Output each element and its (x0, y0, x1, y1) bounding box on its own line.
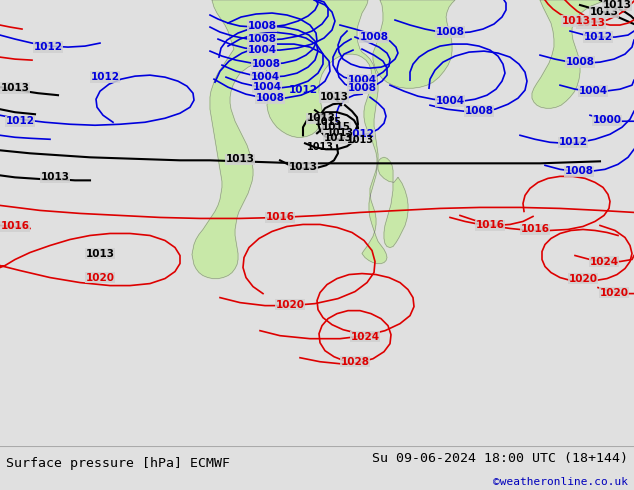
Text: 1008: 1008 (436, 27, 465, 37)
Text: 1004: 1004 (247, 45, 276, 55)
Text: 1008: 1008 (256, 93, 285, 103)
Text: 1013: 1013 (347, 135, 373, 145)
Text: 1012: 1012 (583, 32, 612, 42)
Text: 1012: 1012 (91, 72, 119, 82)
Text: 1008: 1008 (252, 59, 280, 69)
Text: 1008: 1008 (359, 32, 389, 42)
Polygon shape (192, 0, 387, 278)
Text: 1015: 1015 (321, 122, 351, 132)
Text: 1013: 1013 (86, 248, 115, 259)
Text: 1012: 1012 (288, 85, 318, 95)
Text: 1016: 1016 (1, 221, 30, 231)
Text: 1016: 1016 (476, 220, 505, 230)
Text: 1008: 1008 (347, 83, 377, 93)
Text: 1016: 1016 (266, 213, 295, 222)
Text: 1012: 1012 (6, 116, 34, 126)
Polygon shape (532, 0, 611, 108)
Text: 1020: 1020 (569, 273, 597, 284)
Polygon shape (378, 157, 408, 247)
Text: 1024: 1024 (351, 332, 380, 342)
Text: 1013: 1013 (306, 113, 335, 123)
Text: 1013: 1013 (323, 133, 353, 143)
Text: 1015: 1015 (314, 117, 342, 127)
Text: 1028: 1028 (340, 357, 370, 367)
Text: 1020: 1020 (600, 288, 628, 297)
Text: 1013: 1013 (327, 128, 354, 138)
Text: Surface pressure [hPa] ECMWF: Surface pressure [hPa] ECMWF (6, 457, 230, 470)
Text: 1013: 1013 (226, 154, 254, 164)
Polygon shape (373, 0, 455, 88)
Text: 1020: 1020 (86, 272, 115, 283)
Text: 1012: 1012 (346, 129, 375, 139)
Text: 1013: 1013 (576, 18, 605, 28)
Text: 1004: 1004 (436, 96, 465, 106)
Text: 1013: 1013 (320, 92, 349, 102)
Text: 1013: 1013 (590, 7, 619, 17)
Text: 1013: 1013 (562, 16, 590, 26)
Text: 1004: 1004 (252, 82, 281, 92)
Text: 1012: 1012 (34, 42, 63, 52)
Text: 1008: 1008 (247, 34, 276, 44)
Text: 1013: 1013 (1, 83, 30, 93)
Text: 1013: 1013 (306, 142, 333, 152)
Text: 1004: 1004 (347, 75, 377, 85)
Text: 1013: 1013 (41, 172, 70, 182)
Text: 1000: 1000 (593, 115, 621, 125)
Text: 1013: 1013 (602, 0, 631, 10)
Text: 1024: 1024 (590, 257, 619, 267)
Text: 1008: 1008 (564, 166, 593, 176)
Text: 1016: 1016 (521, 224, 550, 234)
Text: 1008: 1008 (247, 21, 276, 31)
Text: 1008: 1008 (566, 57, 595, 67)
Text: ©weatheronline.co.uk: ©weatheronline.co.uk (493, 477, 628, 487)
Text: 1013: 1013 (288, 162, 318, 172)
Text: Su 09-06-2024 18:00 UTC (18+144): Su 09-06-2024 18:00 UTC (18+144) (372, 452, 628, 465)
Text: 1004: 1004 (250, 72, 280, 82)
Text: 1004: 1004 (578, 86, 607, 96)
Text: 1008: 1008 (465, 106, 493, 116)
Text: 1012: 1012 (559, 137, 588, 147)
Text: 1020: 1020 (276, 299, 304, 310)
